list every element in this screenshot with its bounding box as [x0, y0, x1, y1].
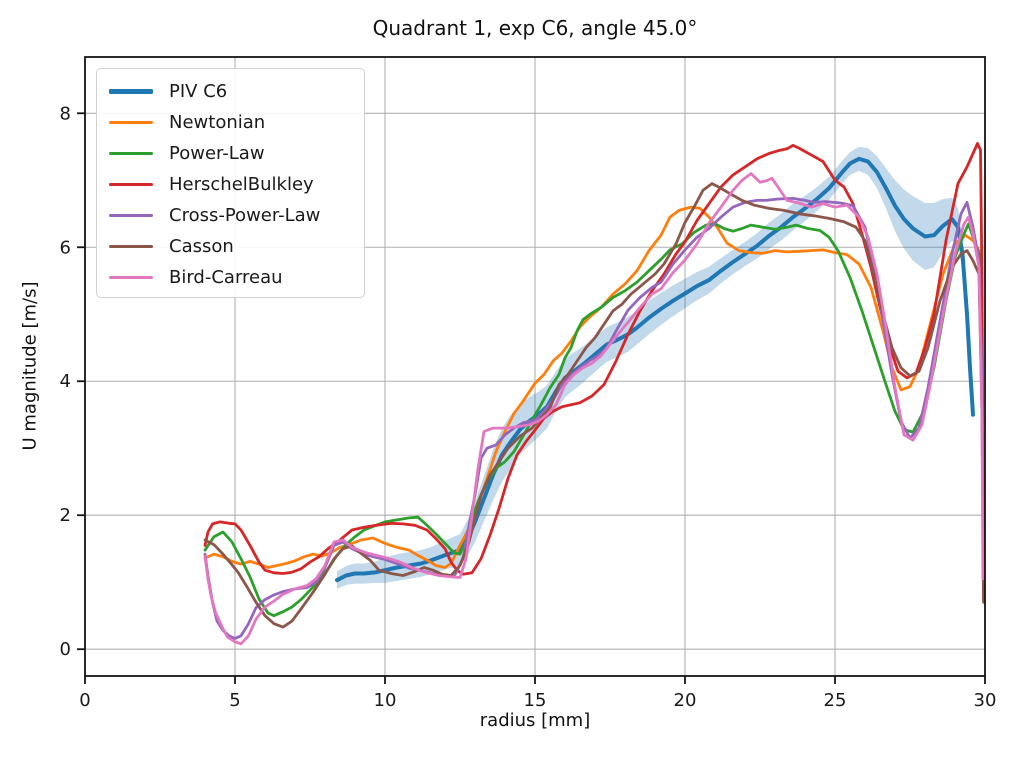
- legend-swatch-herschelbulkley: [109, 183, 153, 186]
- legend-item-piv-c6: PIV C6: [109, 76, 364, 107]
- x-tick-label: 5: [229, 690, 240, 711]
- legend-swatch-cross-power-law: [109, 214, 153, 217]
- legend-swatch-newtonian: [109, 121, 153, 124]
- legend-item-herschelbulkley: HerschelBulkley: [109, 169, 364, 200]
- series-newtonian-line: [203, 205, 985, 577]
- series-group: [203, 142, 985, 646]
- legend-label: Power-Law: [169, 142, 265, 164]
- legend-label: HerschelBulkley: [169, 173, 314, 195]
- y-tick-label: 2: [60, 505, 71, 526]
- legend-swatch-power-law: [109, 152, 153, 155]
- legend-swatch-bird-carreau: [109, 276, 153, 279]
- piv-c6-uncertainty-band: [337, 146, 973, 589]
- series-bird-carreau-line: [203, 172, 985, 646]
- legend-label: Bird-Carreau: [169, 266, 283, 288]
- legend-item-casson: Casson: [109, 231, 364, 262]
- chart-title: Quadrant 1, exp C6, angle 45.0°: [372, 16, 698, 40]
- y-tick-label: 8: [60, 103, 71, 124]
- x-tick-label: 10: [374, 690, 397, 711]
- legend-swatch-casson: [109, 245, 153, 248]
- y-tick-label: 4: [60, 371, 71, 392]
- x-tick-label: 30: [974, 690, 997, 711]
- series-piv-c6-line: [335, 156, 975, 583]
- legend-label: Cross-Power-Law: [169, 204, 321, 226]
- x-tick-label: 15: [524, 690, 547, 711]
- legend-label: PIV C6: [169, 80, 228, 102]
- y-tick-label: 6: [60, 237, 71, 258]
- legend-swatch-piv-c6: [109, 89, 153, 94]
- x-tick-label: 20: [674, 690, 697, 711]
- y-tick-label: 0: [60, 639, 71, 660]
- x-tick-label: 25: [824, 690, 847, 711]
- legend-item-newtonian: Newtonian: [109, 107, 364, 138]
- x-axis-label: radius [mm]: [479, 710, 591, 731]
- series-casson-line: [203, 182, 985, 629]
- legend-item-bird-carreau: Bird-Carreau: [109, 262, 364, 293]
- legend-label: Casson: [169, 235, 234, 257]
- legend-item-power-law: Power-Law: [109, 138, 364, 169]
- legend-item-cross-power-law: Cross-Power-Law: [109, 200, 364, 231]
- x-tick-label: 0: [79, 690, 90, 711]
- legend: PIV C6 Newtonian Power-Law HerschelBulkley C…: [96, 68, 365, 298]
- legend-label: Newtonian: [169, 111, 266, 133]
